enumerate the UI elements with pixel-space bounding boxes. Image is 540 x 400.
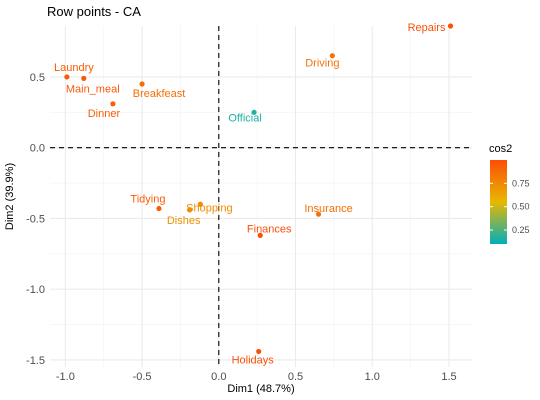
x-tick-label: 0.0: [211, 371, 226, 383]
point-label-repairs: Repairs: [408, 22, 446, 34]
x-tick-label: 1.0: [365, 371, 380, 383]
legend-title: cos2: [489, 143, 512, 155]
point-label-dinner: Dinner: [88, 108, 121, 120]
point-label-dishes: Dishes: [167, 215, 201, 227]
legend-tick-label: 0.75: [512, 178, 530, 188]
x-tick-label: -0.5: [133, 371, 152, 383]
x-axis-ticks: -1.0 -0.5 0.0 0.5 1.0 1.5: [56, 371, 457, 383]
x-tick-label: 0.5: [288, 371, 303, 383]
point-laundry: [64, 74, 69, 79]
point-label-holidays: Holidays: [232, 354, 275, 366]
point-breakfeast: [139, 81, 144, 86]
point-repairs: [448, 23, 453, 28]
point-label-shopping: Shopping: [186, 202, 233, 214]
point-label-insurance: Insurance: [304, 203, 352, 215]
y-axis-label: Dim2 (39.9%): [4, 163, 16, 230]
legend-colorbar: [490, 160, 507, 244]
point-label-finances: Finances: [247, 223, 292, 235]
x-tick-label: 1.5: [441, 371, 456, 383]
legend-tick-label: 0.25: [512, 225, 530, 235]
y-tick-label: -0.5: [26, 213, 45, 225]
point-label-tidying: Tidying: [130, 194, 165, 206]
y-tick-label: 0.0: [30, 143, 45, 155]
x-tick-label: -1.0: [56, 371, 75, 383]
point-label-main_meal: Main_meal: [66, 83, 120, 95]
y-tick-label: -1.0: [26, 284, 45, 296]
point-label-laundry: Laundry: [54, 62, 94, 74]
y-tick-label: 0.5: [30, 72, 45, 84]
point-label-official: Official: [228, 112, 261, 124]
point-tidying: [156, 206, 161, 211]
point-dinner: [110, 101, 115, 106]
x-axis-label: Dim1 (48.7%): [227, 383, 294, 395]
cos2-legend: cos2 0.25 0.50 0.75: [489, 143, 530, 244]
point-label-driving: Driving: [305, 58, 339, 70]
point-holidays: [256, 349, 261, 354]
point-label-breakfeast: Breakfeast: [133, 88, 186, 100]
y-tick-label: -1.5: [26, 355, 45, 367]
chart-title: Row points - CA: [47, 4, 141, 19]
y-axis-ticks: -1.5 -1.0 -0.5 0.0 0.5: [26, 72, 45, 367]
legend-tick-label: 0.50: [512, 202, 530, 212]
point-main_meal: [81, 76, 86, 81]
